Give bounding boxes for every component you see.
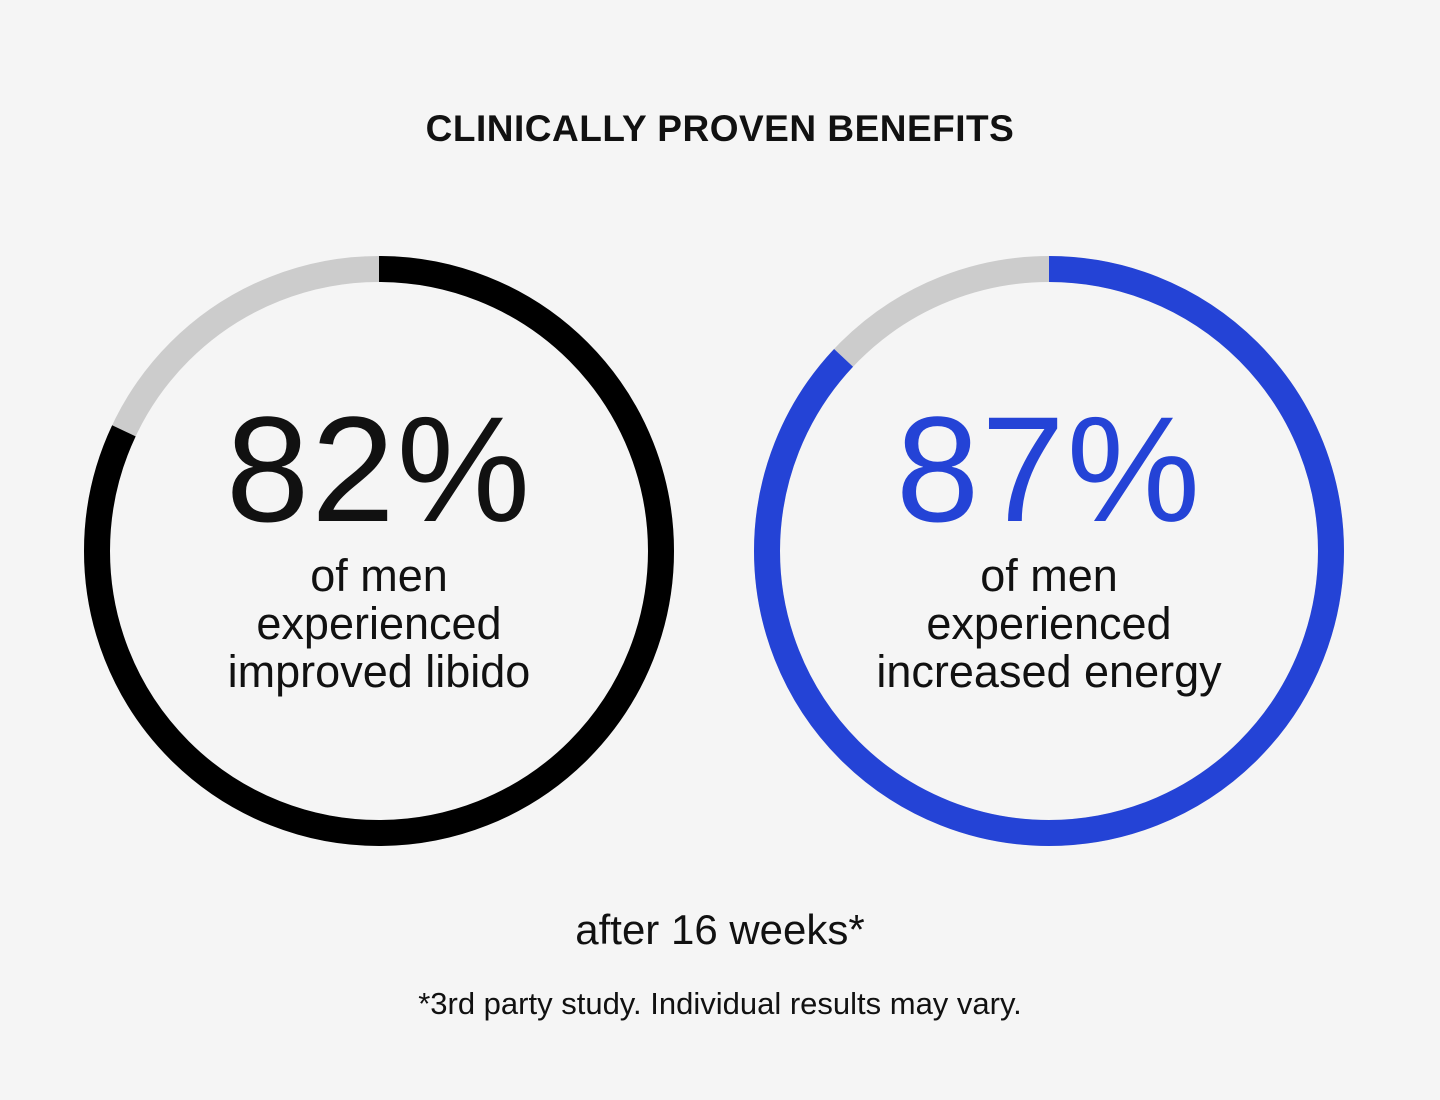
study-period: after 16 weeks* [575,906,865,953]
stat-value-libido: 82% [225,385,533,553]
section-title: CLINICALLY PROVEN BENEFITS [425,108,1015,149]
caption-line: experienced [256,598,502,649]
stat-caption-libido: of men experienced improved libido [84,552,674,696]
stat-caption-energy: of men experienced increased energy [754,552,1344,696]
caption-line: of men [310,550,448,601]
donut-ring-energy [754,256,1344,846]
caption-line: experienced [926,598,1172,649]
donut-fill-energy [754,256,1344,846]
donut-fill-libido [84,256,674,846]
caption-line: increased energy [876,646,1222,697]
stat-libido: 82% of men experienced improved libido [84,256,674,846]
caption-line: of men [980,550,1118,601]
stat-energy: 87% of men experienced increased energy [754,256,1344,846]
caption-line: improved libido [227,646,531,697]
footnote: *3rd party study. Individual results may… [418,986,1022,1021]
stat-value-energy: 87% [895,385,1203,553]
donut-ring-libido [84,256,674,846]
